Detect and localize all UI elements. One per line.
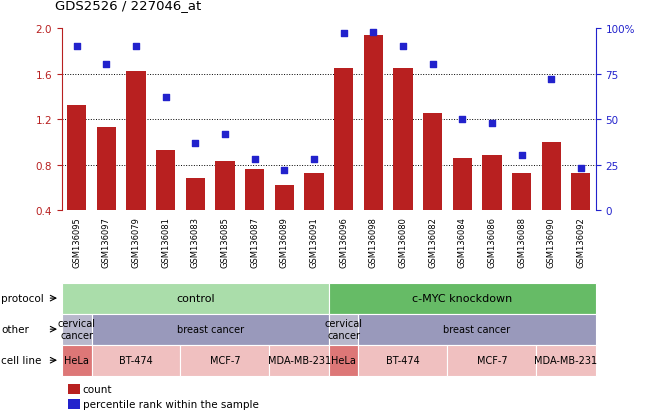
Bar: [126, 72, 146, 256]
Text: percentile rank within the sample: percentile rank within the sample: [83, 399, 258, 409]
Bar: [215, 162, 234, 256]
Point: [279, 167, 290, 174]
Point: [309, 157, 319, 163]
Point: [368, 29, 378, 36]
Point: [249, 157, 260, 163]
Bar: [393, 69, 413, 256]
Text: BT-474: BT-474: [119, 355, 153, 366]
Text: HeLa: HeLa: [64, 355, 89, 366]
Text: cell line: cell line: [1, 355, 42, 366]
Text: protocol: protocol: [1, 293, 44, 304]
Text: count: count: [83, 384, 112, 394]
Bar: [68, 399, 80, 409]
Bar: [364, 36, 383, 256]
Text: breast cancer: breast cancer: [443, 324, 510, 335]
Point: [487, 120, 497, 127]
Text: breast cancer: breast cancer: [176, 324, 243, 335]
Point: [516, 153, 527, 159]
Point: [427, 62, 437, 69]
Bar: [542, 142, 561, 256]
Bar: [68, 384, 80, 394]
Point: [190, 140, 201, 147]
Text: MDA-MB-231: MDA-MB-231: [268, 355, 331, 366]
Text: MCF-7: MCF-7: [210, 355, 240, 366]
Text: other: other: [1, 324, 29, 335]
Text: HeLa: HeLa: [331, 355, 356, 366]
Bar: [67, 106, 87, 256]
Point: [220, 131, 230, 138]
Bar: [512, 173, 531, 256]
Text: MCF-7: MCF-7: [477, 355, 507, 366]
Point: [101, 62, 111, 69]
Point: [160, 95, 171, 101]
Text: BT-474: BT-474: [386, 355, 420, 366]
Bar: [156, 150, 175, 256]
Bar: [334, 69, 353, 256]
Bar: [275, 186, 294, 256]
Bar: [186, 179, 205, 256]
Bar: [423, 114, 442, 256]
Point: [575, 166, 586, 172]
Bar: [245, 170, 264, 256]
Point: [131, 44, 141, 50]
Bar: [571, 173, 590, 256]
Bar: [97, 128, 116, 256]
Bar: [304, 173, 324, 256]
Text: MDA-MB-231: MDA-MB-231: [534, 355, 598, 366]
Text: c-MYC knockdown: c-MYC knockdown: [412, 293, 512, 304]
Text: control: control: [176, 293, 215, 304]
Point: [546, 76, 557, 83]
Text: GDS2526 / 227046_at: GDS2526 / 227046_at: [55, 0, 202, 12]
Text: cervical
cancer: cervical cancer: [58, 318, 96, 340]
Bar: [482, 156, 501, 256]
Point: [339, 31, 349, 38]
Point: [398, 44, 408, 50]
Point: [457, 116, 467, 123]
Text: cervical
cancer: cervical cancer: [325, 318, 363, 340]
Point: [72, 44, 82, 50]
Bar: [452, 159, 472, 256]
